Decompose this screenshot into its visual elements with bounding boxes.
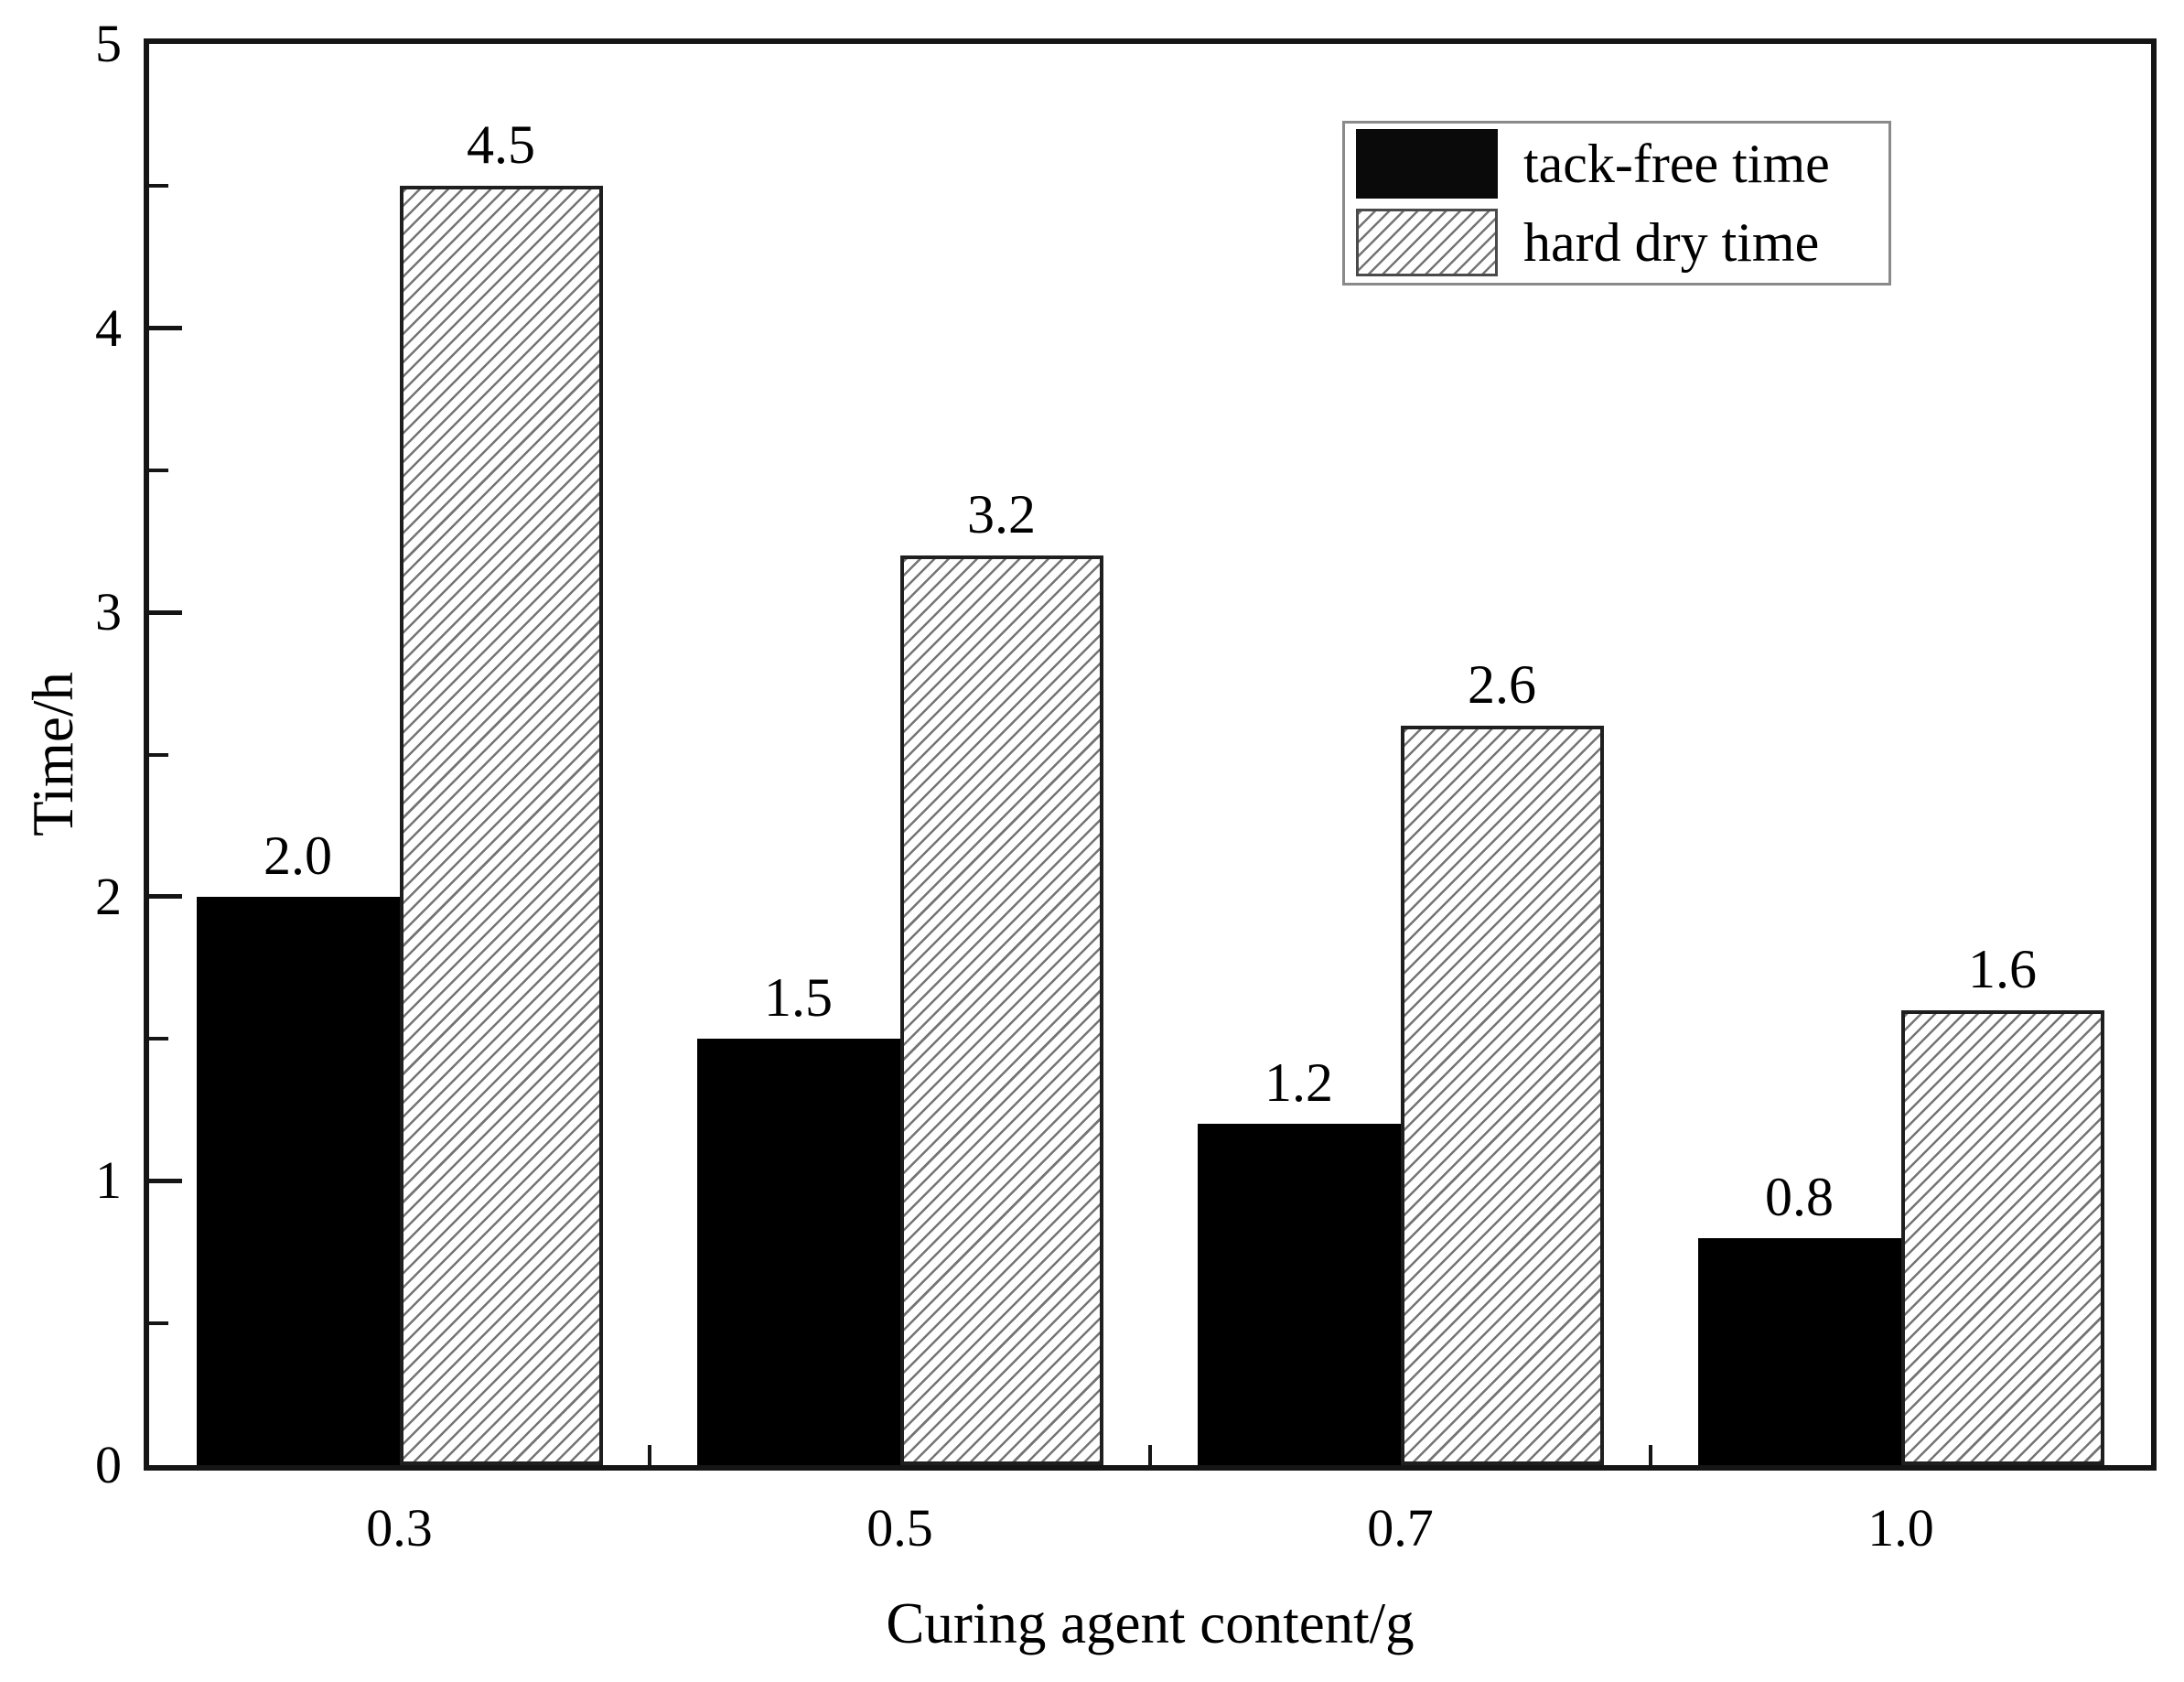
x-axis-category-label: 0.3 — [366, 1498, 433, 1558]
x-axis-category-label: 0.5 — [866, 1498, 933, 1558]
bar-value-label: 2.6 — [1468, 654, 1536, 716]
x-axis-minor-tick — [1148, 1445, 1152, 1465]
x-axis-minor-tick — [1649, 1445, 1652, 1465]
y-axis-major-tick — [149, 326, 182, 331]
y-axis-minor-tick — [149, 468, 168, 472]
legend-swatch-solid-icon — [1356, 129, 1498, 199]
bar-hard-dry-time-1.0 — [1900, 1010, 2104, 1465]
legend-label-hard-dry: hard dry time — [1523, 212, 1820, 273]
y-axis-tick-label: 0 — [95, 1435, 122, 1494]
y-axis-minor-tick — [149, 752, 168, 757]
y-axis-minor-tick — [149, 184, 168, 189]
y-axis-tick-label: 3 — [95, 582, 122, 642]
bar-value-label: 1.6 — [1968, 939, 2037, 1000]
legend-swatch-hatch-icon — [1356, 209, 1498, 276]
y-axis-major-tick — [149, 894, 182, 900]
bar-value-label: 1.5 — [764, 967, 833, 1029]
y-axis-major-tick — [149, 609, 182, 615]
bar-tack-free-time-0.7 — [1197, 1124, 1401, 1465]
y-axis-tick-label: 1 — [95, 1150, 122, 1211]
legend-row-hard-dry: hard dry time — [1356, 203, 1888, 282]
bar-value-label: 2.0 — [264, 825, 332, 886]
y-axis-minor-tick — [149, 1321, 168, 1325]
bar-value-label: 1.2 — [1264, 1052, 1333, 1114]
legend: tack-free time hard dry time — [1342, 121, 1891, 286]
bar-hard-dry-time-0.5 — [899, 555, 1103, 1465]
bar-tack-free-time-0.5 — [696, 1039, 900, 1465]
legend-row-tack-free: tack-free time — [1356, 124, 1888, 203]
bar-hard-dry-time-0.3 — [399, 186, 603, 1465]
y-axis-tick-label: 4 — [95, 297, 122, 358]
plot-area: 2.0 4.5 1.5 3.2 1.2 2.6 0.8 1.6 — [149, 44, 2151, 1465]
legend-label-tack-free: tack-free time — [1523, 134, 1830, 194]
bar-hard-dry-time-0.7 — [1400, 726, 1604, 1465]
x-axis-title: Curing agent content/g — [886, 1591, 1415, 1655]
bar-tack-free-time-0.3 — [196, 896, 400, 1465]
y-axis-minor-tick — [149, 1037, 168, 1041]
x-axis-category-label: 1.0 — [1867, 1498, 1934, 1558]
x-axis-minor-tick — [648, 1445, 651, 1465]
bar-value-label: 0.8 — [1765, 1166, 1834, 1227]
bar-tack-free-time-1.0 — [1697, 1237, 1901, 1465]
bar-value-label: 3.2 — [967, 484, 1036, 545]
x-axis-category-label: 0.7 — [1367, 1498, 1434, 1558]
y-axis-tick-label: 5 — [95, 14, 122, 73]
y-axis-major-tick — [149, 1178, 182, 1183]
bar-value-label: 4.5 — [467, 114, 535, 176]
y-axis-tick-label: 2 — [95, 866, 122, 926]
